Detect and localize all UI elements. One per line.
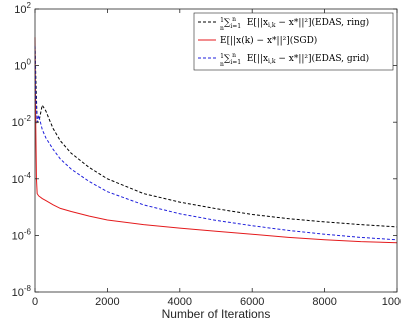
ticks-layer: 0 2000 4000 6000 8000 10000 102 100 10-2 10-4 10-6…	[12, 1, 401, 308]
legend-label-grid: 1 n∑i=1n E[||xi,k − x*||²](EDAS, grid)	[220, 52, 369, 68]
y-tick-label: 100	[14, 58, 31, 73]
y-tick-label: 10-8	[12, 284, 32, 299]
series-line-0	[34, 45, 398, 228]
plot-frame	[34, 8, 398, 293]
legend-label-sgd: E[||x(k) − x*||²](SGD)	[220, 35, 317, 46]
series-layer	[34, 37, 398, 244]
x-tick-label: 0	[32, 296, 38, 308]
series-line-2	[34, 45, 398, 241]
legend-label-ring: 1 n∑i=1n E[||xi,k − x*||²](EDAS, ring)	[220, 16, 369, 32]
y-tick-label: 10-4	[12, 171, 32, 186]
series-line-1	[34, 37, 398, 244]
y-tick-label: 10-6	[12, 227, 32, 242]
y-tick-label: 102	[14, 1, 31, 16]
x-tick-label: 4000	[168, 296, 192, 308]
x-tick-label: 8000	[312, 296, 336, 308]
x-tick-label: 2000	[95, 296, 119, 308]
legend: 1 n∑i=1n E[||xi,k − x*||²](EDAS, ring) E[…	[193, 12, 394, 71]
x-axis-label: Number of Iterations	[162, 307, 271, 321]
x-tick-label: 6000	[240, 296, 264, 308]
legend-box	[193, 12, 394, 71]
x-tick-label: 10000	[382, 296, 401, 308]
y-tick-label: 10-2	[12, 114, 32, 129]
